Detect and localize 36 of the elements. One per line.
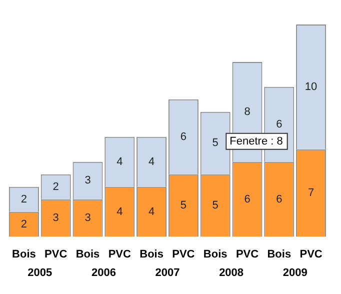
data-label: 4 bbox=[148, 156, 155, 168]
x-tick-label: Bois bbox=[140, 248, 164, 260]
x-tick-label: Bois bbox=[12, 248, 36, 260]
data-label: 4 bbox=[116, 206, 123, 218]
text: 2008 bbox=[219, 266, 244, 279]
data-label: 6 bbox=[276, 118, 282, 130]
text: 2005 bbox=[28, 266, 52, 279]
annotation: Fenetre : 8 bbox=[230, 135, 283, 148]
data-label: 4 bbox=[148, 206, 155, 218]
data-label: 3 bbox=[52, 212, 59, 224]
text: 2007 bbox=[155, 266, 180, 279]
data-label: 7 bbox=[308, 187, 314, 200]
data-label: 3 bbox=[84, 212, 91, 224]
x-tick-label: PVC bbox=[300, 248, 322, 260]
data-label: 8 bbox=[244, 106, 250, 118]
data-label: 5 bbox=[212, 200, 218, 212]
text: 2006 bbox=[91, 266, 116, 279]
data-label: 5 bbox=[212, 137, 218, 150]
data-label: 3 bbox=[84, 174, 91, 187]
x-tick-label: Bois bbox=[203, 248, 228, 260]
data-label: 2 bbox=[52, 180, 59, 193]
data-label: 5 bbox=[180, 200, 187, 212]
data-label: 2 bbox=[20, 218, 28, 230]
x-tick-label: Bois bbox=[267, 248, 292, 260]
data-label: 10 bbox=[304, 80, 318, 93]
data-label: 6 bbox=[180, 130, 187, 143]
x-tick-label: PVC bbox=[108, 248, 132, 260]
x-tick-label: PVC bbox=[236, 248, 259, 260]
text: 2009 bbox=[282, 266, 308, 279]
x-tick-label: Bois bbox=[76, 248, 100, 260]
data-label: 4 bbox=[116, 156, 123, 168]
x-tick-label: PVC bbox=[44, 248, 68, 260]
x-tick-label: PVC bbox=[172, 248, 195, 260]
data-label: 6 bbox=[276, 193, 282, 206]
data-label: 2 bbox=[20, 193, 28, 206]
data-label: 6 bbox=[244, 193, 250, 206]
